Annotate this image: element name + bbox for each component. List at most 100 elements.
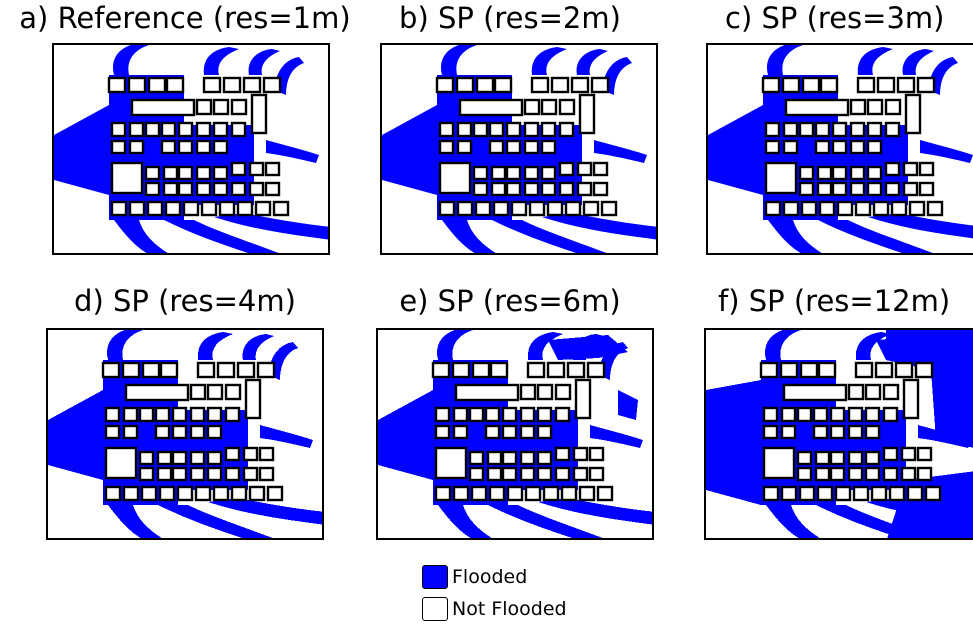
building xyxy=(154,424,171,440)
building xyxy=(484,406,501,423)
building xyxy=(475,76,495,94)
not-flooded-swatch xyxy=(422,597,448,621)
flood-region xyxy=(602,57,632,95)
building xyxy=(558,181,575,197)
building xyxy=(847,450,864,466)
building xyxy=(254,200,272,217)
building xyxy=(224,383,242,401)
flood-region xyxy=(203,47,239,75)
building xyxy=(849,139,866,155)
building xyxy=(558,98,576,116)
building xyxy=(147,76,167,94)
building xyxy=(438,139,455,155)
building xyxy=(866,121,883,138)
building xyxy=(486,450,503,466)
building xyxy=(250,93,268,135)
building xyxy=(505,139,522,155)
building xyxy=(782,383,848,402)
flood-region xyxy=(920,140,973,163)
flood-region xyxy=(158,505,273,538)
building xyxy=(526,361,546,379)
legend-label-not-flooded: Not Flooded xyxy=(452,598,567,620)
flood-region xyxy=(441,45,477,75)
building xyxy=(242,466,259,482)
building xyxy=(540,121,557,138)
flood-region xyxy=(768,220,822,253)
building xyxy=(864,424,881,440)
flood-region xyxy=(274,57,304,95)
building xyxy=(224,466,241,482)
building xyxy=(814,450,831,466)
building xyxy=(894,361,914,379)
building xyxy=(784,98,850,117)
building xyxy=(864,406,881,423)
building xyxy=(456,139,473,155)
building xyxy=(916,76,936,94)
flood-region xyxy=(542,213,656,240)
building xyxy=(546,200,564,217)
flood-region xyxy=(197,332,233,360)
building xyxy=(264,181,281,197)
flood-region xyxy=(765,330,801,360)
building xyxy=(759,361,779,379)
building xyxy=(146,200,164,217)
building xyxy=(554,466,571,482)
building xyxy=(206,466,223,482)
building xyxy=(122,406,139,423)
building xyxy=(128,200,146,217)
building xyxy=(472,121,489,138)
building xyxy=(248,161,265,177)
building xyxy=(904,93,922,135)
building xyxy=(472,165,489,181)
building xyxy=(488,485,506,502)
building xyxy=(458,98,524,117)
flood-region xyxy=(576,49,608,75)
building xyxy=(230,121,247,138)
flood-region xyxy=(538,498,652,525)
building xyxy=(110,200,128,217)
building xyxy=(829,406,846,423)
building xyxy=(902,181,919,197)
building xyxy=(189,406,206,423)
building xyxy=(127,76,147,94)
building xyxy=(431,361,451,379)
flood-map-b xyxy=(380,43,658,255)
building xyxy=(490,181,507,197)
flood-region xyxy=(618,390,638,420)
building xyxy=(488,121,505,138)
building xyxy=(578,93,596,135)
buildings xyxy=(101,361,284,502)
building xyxy=(574,378,592,420)
building xyxy=(550,76,570,94)
flood-region xyxy=(818,220,933,253)
building xyxy=(262,76,282,94)
building xyxy=(540,98,558,116)
flood-region xyxy=(242,334,274,360)
building xyxy=(900,466,917,482)
building xyxy=(847,383,865,401)
building xyxy=(510,200,528,217)
flood-map-d xyxy=(46,328,324,540)
building xyxy=(128,139,145,155)
building xyxy=(206,450,223,466)
buildings xyxy=(435,76,618,217)
building xyxy=(158,485,176,502)
building xyxy=(829,450,846,466)
building xyxy=(781,76,801,94)
building xyxy=(216,361,236,379)
building xyxy=(590,76,610,94)
building xyxy=(916,446,933,462)
building xyxy=(236,361,256,379)
building xyxy=(159,361,179,379)
building xyxy=(505,181,522,197)
buildings xyxy=(761,76,944,217)
building xyxy=(224,406,241,423)
building xyxy=(141,361,161,379)
building xyxy=(849,181,866,197)
building xyxy=(128,121,145,138)
building xyxy=(866,181,883,197)
flood-region xyxy=(706,380,761,505)
building xyxy=(796,450,813,466)
building xyxy=(212,98,230,116)
building xyxy=(248,485,266,502)
